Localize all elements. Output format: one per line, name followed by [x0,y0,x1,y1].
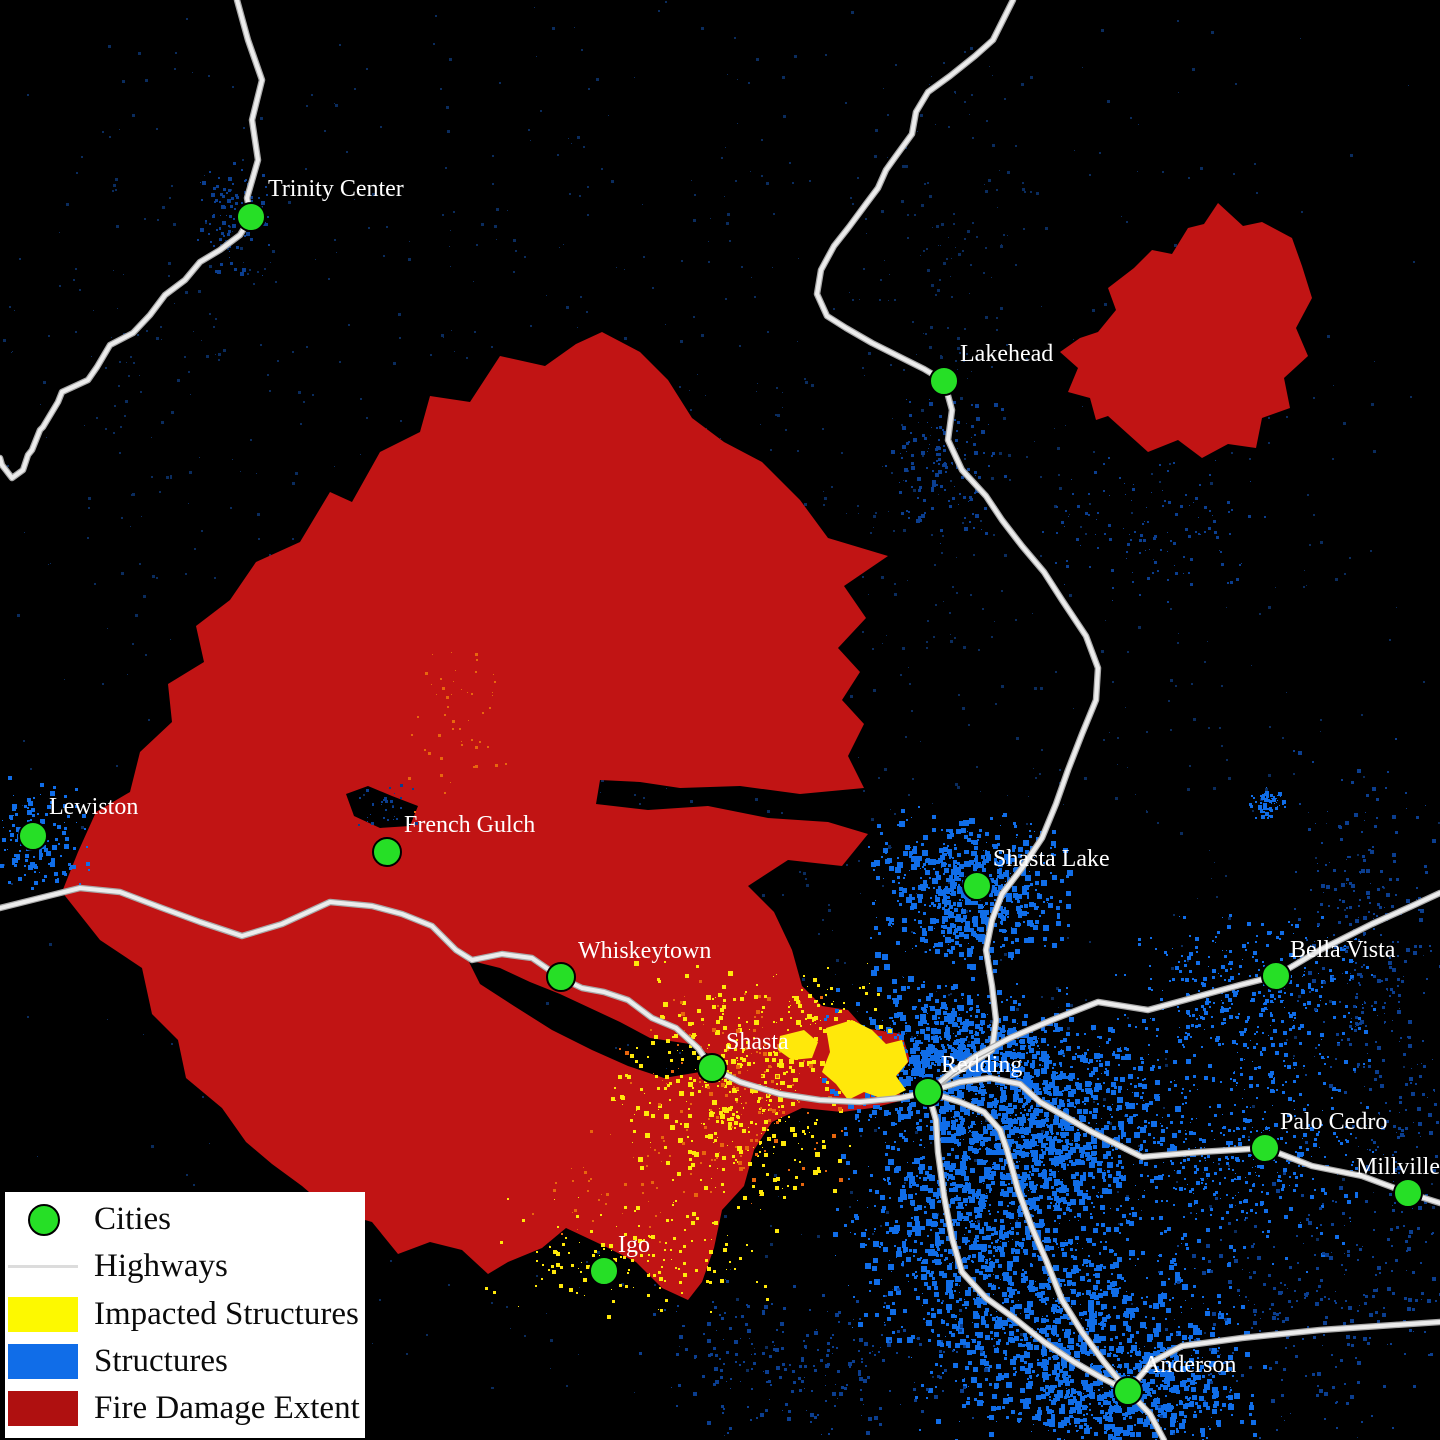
city-dot-lakehead [929,366,959,396]
french-gulch-specks [358,784,418,826]
legend-item-highways: Highways [5,1243,365,1290]
legend-label-cities: Cities [94,1201,172,1237]
highway-line-icon [8,1265,78,1269]
impacted-structures-blob-0 [822,1020,908,1100]
shasta-lake-cluster [868,806,1073,976]
fire-extent-northeast-polygon [1060,203,1312,458]
city-dot-whiskeytown [546,962,576,992]
city-label-trinity-center: Trinity Center [268,176,404,202]
legend-label-fire-damage-extent: Fire Damage Extent [94,1390,360,1426]
topright-dim [1042,457,1266,603]
city-label-shasta: Shasta [726,1029,789,1055]
lewiston-cluster [0,776,90,890]
fire-extent-main-polygon [62,332,910,1300]
impacted-structures-swatch [8,1296,78,1332]
route-273 [926,1090,1130,1393]
city-label-redding: Redding [941,1052,1022,1078]
fire-damage-layer [62,203,1312,1300]
city-dot-millville [1393,1178,1423,1208]
anderson-east-road [1126,1320,1440,1393]
highway-299-east [926,891,1440,1094]
city-dot-redding [913,1077,943,1107]
highway-44-east [926,1076,1440,1205]
city-label-whiskeytown: Whiskeytown [578,938,711,964]
city-label-palo-cedro: Palo Cedro [1280,1109,1387,1135]
city-label-bella-vista: Bella Vista [1290,937,1396,963]
city-label-anderson: Anderson [1143,1352,1236,1378]
city-dot-french-gulch [372,837,402,867]
city-dot-bella-vista [1261,961,1291,991]
legend: Cities Highways Impacted Structures Stru… [5,1192,365,1438]
anderson-cluster [987,1338,1267,1440]
city-dot-lewiston [18,821,48,851]
legend-label-impacted-structures: Impacted Structures [94,1295,359,1332]
trinity-center-highway [0,0,264,480]
east-mid-dim [1280,738,1440,1096]
city-label-igo: Igo [618,1232,650,1258]
fire-damage-swatch [8,1391,78,1426]
city-dot-icon [28,1203,60,1236]
highway-299-west [0,886,930,1104]
city-dot-igo [589,1256,619,1286]
city-dot-palo-cedro [1250,1133,1280,1163]
impacted-structures-layer [408,652,908,1319]
redding-south [833,1111,1118,1356]
legend-item-cities: Cities [5,1196,365,1243]
city-label-french-gulch: French Gulch [404,812,535,838]
lakehead-cluster [885,399,1007,544]
redding-east [890,1017,1198,1235]
city-label-lewiston: Lewiston [49,794,138,820]
city-label-millville: Millville [1356,1154,1440,1180]
city-dot-trinity-center [236,202,266,232]
east-clump [1249,787,1286,819]
city-dot-anderson [1113,1376,1143,1406]
palo-cedro-cluster [1100,1042,1374,1273]
city-dot-shasta-lake [962,871,992,901]
structures-swatch [8,1343,78,1379]
legend-item-structures: Structures [5,1338,365,1385]
legend-label-highways: Highways [94,1248,228,1285]
city-dot-shasta [697,1053,727,1083]
redding-far-south [906,1228,1250,1440]
interstate-5 [815,0,1166,1440]
legend-label-structures: Structures [94,1342,228,1379]
city-label-shasta-lake: Shasta Lake [993,846,1110,872]
city-label-lakehead: Lakehead [960,341,1053,367]
legend-item-fire-damage-extent: Fire Damage Extent [5,1385,365,1432]
legend-item-impacted-structures: Impacted Structures [5,1291,365,1338]
impacted-structures-blob-1 [778,1030,818,1060]
trinity-cluster [197,162,270,276]
impacted-south-edge [485,1197,779,1319]
right-column-dim [1352,912,1440,1333]
bella-vista-cluster [1108,914,1381,1083]
cities-layer: Trinity Center Lakehead Lewiston French Gul… [18,176,1440,1406]
impacted-shasta-ring [611,961,851,1216]
